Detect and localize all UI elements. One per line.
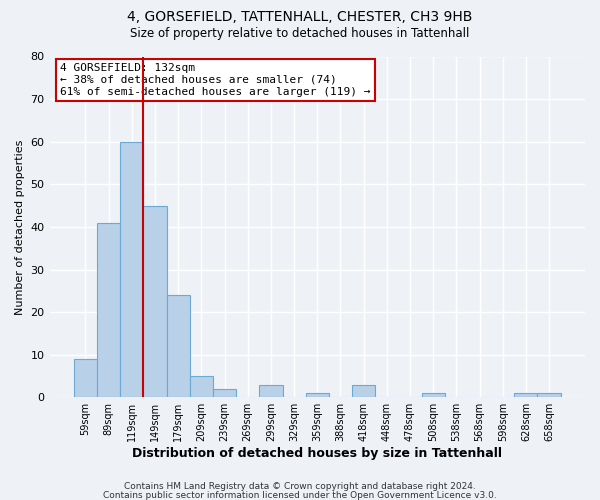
Bar bbox=[305, 393, 329, 398]
Bar bbox=[143, 206, 167, 398]
Y-axis label: Number of detached properties: Number of detached properties bbox=[15, 139, 25, 314]
Bar bbox=[538, 393, 560, 398]
Bar bbox=[213, 389, 236, 398]
Bar bbox=[120, 142, 143, 398]
Text: Contains HM Land Registry data © Crown copyright and database right 2024.: Contains HM Land Registry data © Crown c… bbox=[124, 482, 476, 491]
Bar bbox=[97, 222, 120, 398]
Bar bbox=[74, 359, 97, 398]
Bar bbox=[352, 384, 375, 398]
Bar bbox=[514, 393, 538, 398]
Text: 4, GORSEFIELD, TATTENHALL, CHESTER, CH3 9HB: 4, GORSEFIELD, TATTENHALL, CHESTER, CH3 … bbox=[127, 10, 473, 24]
Bar bbox=[422, 393, 445, 398]
Text: Contains public sector information licensed under the Open Government Licence v3: Contains public sector information licen… bbox=[103, 490, 497, 500]
Text: 4 GORSEFIELD: 132sqm
← 38% of detached houses are smaller (74)
61% of semi-detac: 4 GORSEFIELD: 132sqm ← 38% of detached h… bbox=[60, 64, 371, 96]
Text: Size of property relative to detached houses in Tattenhall: Size of property relative to detached ho… bbox=[130, 28, 470, 40]
Bar bbox=[167, 295, 190, 398]
Bar bbox=[190, 376, 213, 398]
Bar bbox=[259, 384, 283, 398]
X-axis label: Distribution of detached houses by size in Tattenhall: Distribution of detached houses by size … bbox=[132, 447, 502, 460]
